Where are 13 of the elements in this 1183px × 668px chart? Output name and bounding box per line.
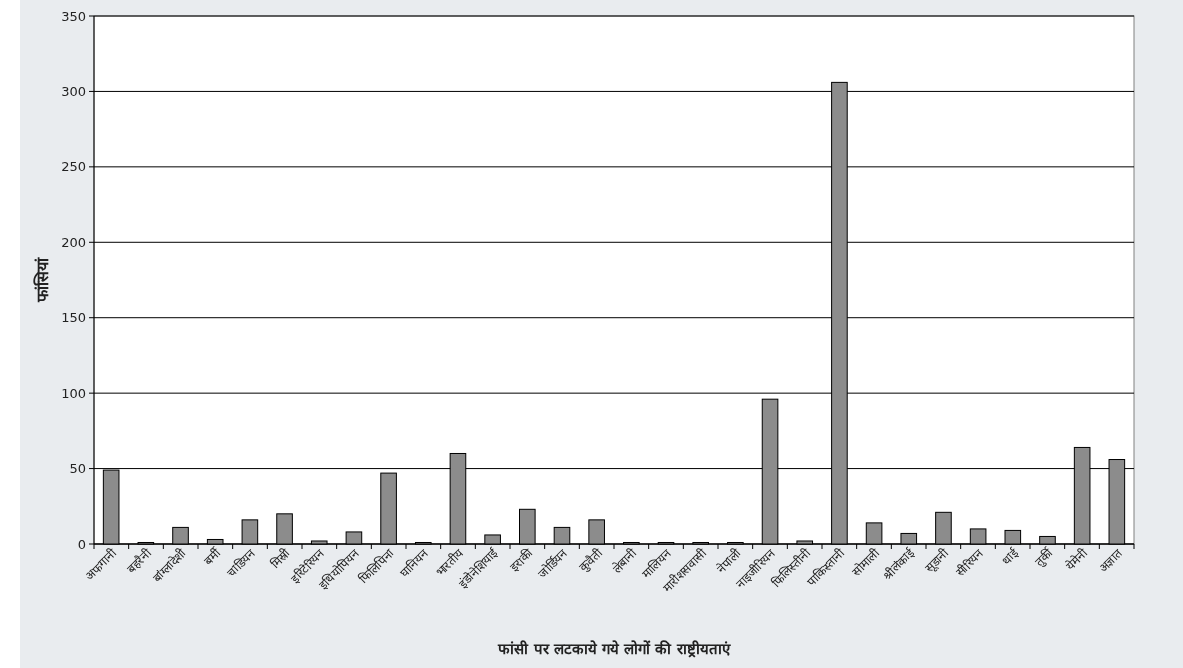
y-tick-label: 0	[77, 536, 86, 552]
x-tick-label: मिस्री	[267, 545, 294, 571]
y-tick-label: 150	[61, 310, 86, 326]
y-tick-label: 100	[61, 385, 86, 401]
x-tick-label: बर्मी	[201, 545, 225, 569]
y-axis-title: फांसियां	[33, 257, 52, 303]
y-tick-label: 300	[61, 83, 86, 99]
y-tick-label: 250	[61, 159, 86, 175]
x-axis-title: फांसी पर लटकाये गये लोगों की राष्ट्रीयताएं	[497, 640, 731, 658]
x-tick-label: थाई	[999, 545, 1022, 569]
y-tick-label: 350	[61, 8, 86, 24]
y-tick-label: 200	[61, 234, 86, 250]
y-tick-label: 50	[69, 461, 86, 477]
